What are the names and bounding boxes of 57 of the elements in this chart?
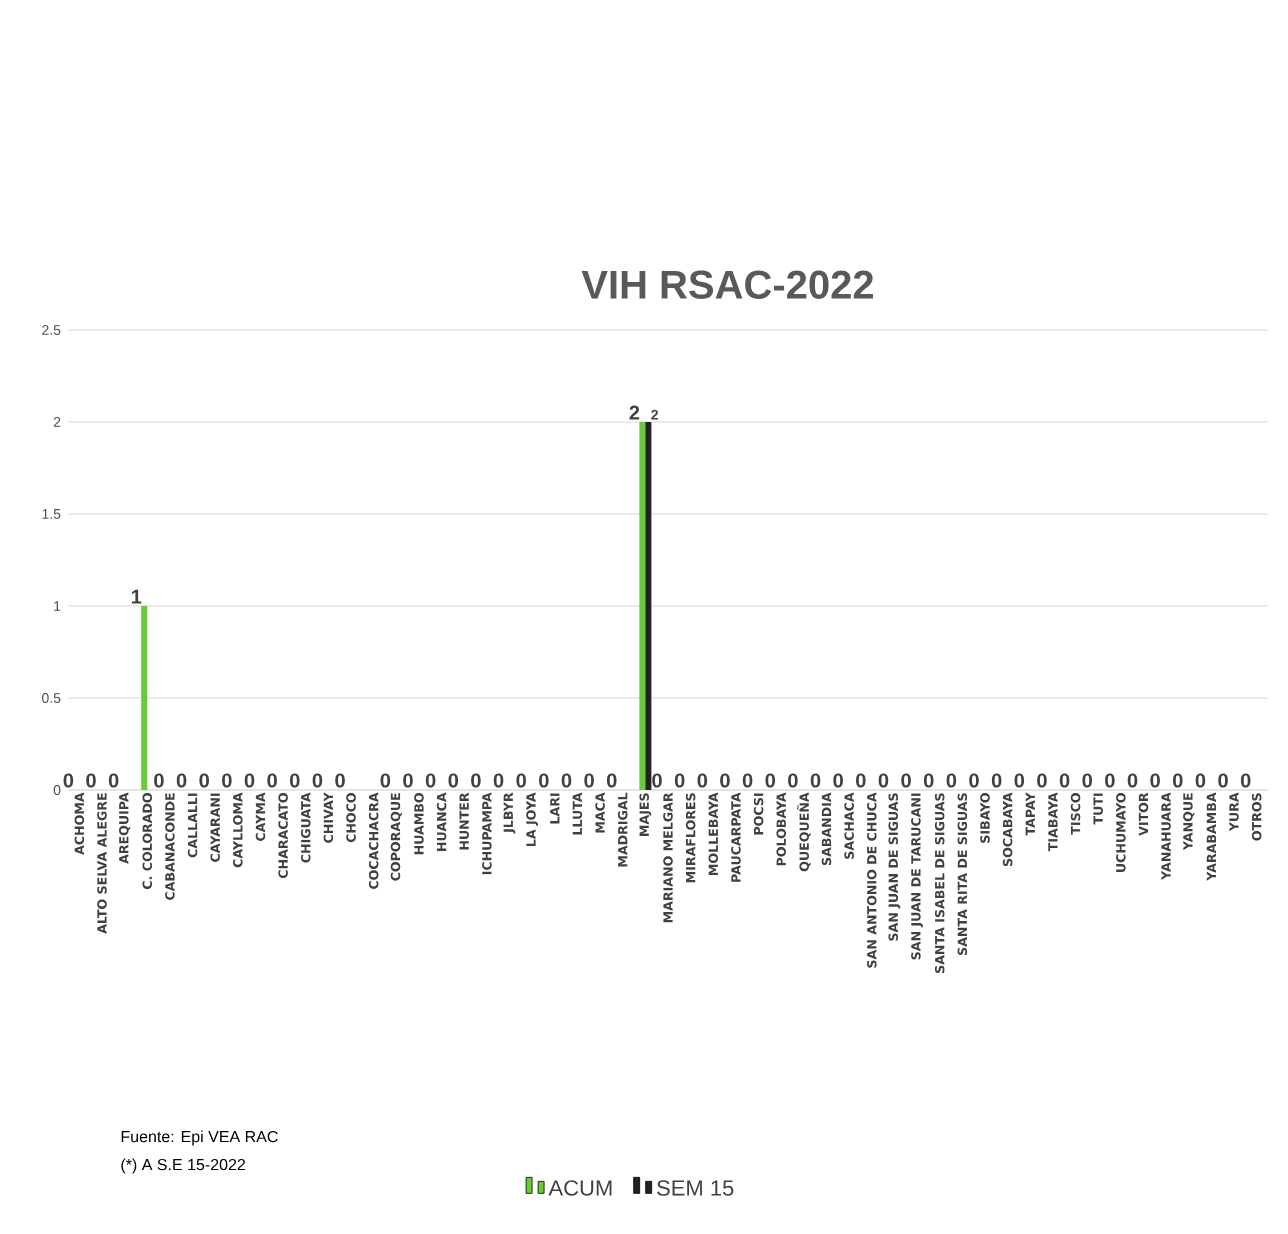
data-label: 0 bbox=[856, 773, 866, 788]
data-label: 0 bbox=[1195, 773, 1206, 788]
data-label: 0 bbox=[833, 773, 843, 788]
data-label: 0 bbox=[335, 773, 345, 788]
data-label: 0 bbox=[63, 773, 74, 788]
data-label: 0 bbox=[765, 773, 776, 788]
data-label: 0 bbox=[1218, 773, 1228, 788]
data-label: 0 bbox=[244, 773, 255, 788]
data-label: 0 bbox=[561, 773, 572, 788]
data-label: 2 bbox=[629, 405, 640, 420]
data-label: 0 bbox=[425, 773, 436, 788]
data-label: 0 bbox=[606, 773, 617, 788]
data-label: 0 bbox=[946, 773, 957, 788]
data-label: 0 bbox=[448, 773, 459, 788]
text: (*) A S.E 15-2022 bbox=[121, 1158, 245, 1174]
data-label: 0 bbox=[471, 773, 481, 788]
data-label: 0 bbox=[991, 773, 1002, 788]
data-label: 0 bbox=[1173, 773, 1183, 788]
data-label: 0 bbox=[493, 773, 504, 788]
data-label: 0 bbox=[1014, 773, 1025, 788]
data-label: 0 bbox=[674, 773, 685, 788]
data-label: 0 bbox=[1240, 773, 1251, 788]
data-label: 0 bbox=[923, 773, 934, 788]
data-label: 0 bbox=[222, 773, 232, 788]
data-label: 0 bbox=[154, 773, 164, 788]
data-label: 0 bbox=[720, 773, 730, 788]
data-label: 0 bbox=[1127, 773, 1138, 788]
data-label: 0 bbox=[290, 773, 300, 788]
data-label: 0 bbox=[788, 773, 798, 788]
data-label: 0 bbox=[1037, 773, 1047, 788]
data-label: 0 bbox=[199, 773, 209, 788]
data-label: 0 bbox=[403, 773, 413, 788]
data-label: 0 bbox=[86, 773, 96, 788]
data-label: 0 bbox=[697, 773, 708, 788]
chart-title: VIH RSAC-2022 bbox=[581, 270, 874, 299]
data-label: 0 bbox=[267, 773, 277, 788]
data-label: 0 bbox=[1105, 773, 1115, 788]
data-label: 0 bbox=[810, 773, 821, 788]
data-label: 0 bbox=[380, 773, 391, 788]
data-label: 0 bbox=[1150, 773, 1160, 788]
data-label: 0 bbox=[539, 773, 549, 788]
data-label: 0 bbox=[312, 773, 323, 788]
data-label: 0 bbox=[969, 773, 979, 788]
data-label: 0 bbox=[652, 773, 662, 788]
data-label: 0 bbox=[1059, 773, 1070, 788]
source-note: Fuente: Epi VEA RAC bbox=[121, 1130, 278, 1146]
data-label: 1 bbox=[131, 589, 142, 604]
data-label: 0 bbox=[176, 773, 187, 788]
data-label: 0 bbox=[108, 773, 119, 788]
legend-label: ACUM bbox=[548, 1180, 612, 1196]
data-label: 0 bbox=[878, 773, 889, 788]
data-label: 0 bbox=[584, 773, 594, 788]
data-label: 0 bbox=[742, 773, 753, 788]
data-label: 0 bbox=[516, 773, 526, 788]
data-label: 0 bbox=[901, 773, 911, 788]
data-label: 0 bbox=[1082, 773, 1092, 788]
legend-label: SEM 15 bbox=[657, 1180, 734, 1196]
